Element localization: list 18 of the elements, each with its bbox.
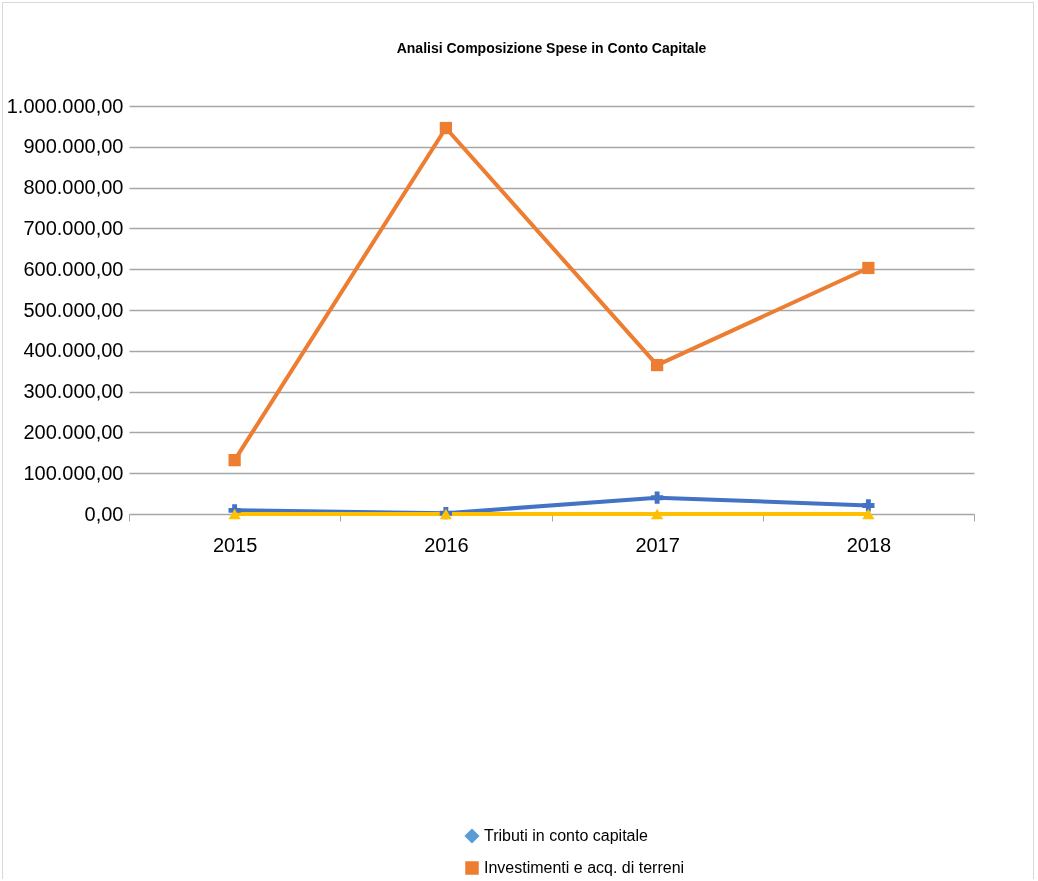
x-tick-label: 2015 xyxy=(212,533,258,556)
legend-label: Tributi in conto capitale xyxy=(484,827,649,844)
y-tick-label: 500.000,00 xyxy=(23,298,124,321)
chart-title: Analisi Composizione Spese in Conto Capitale xyxy=(396,40,707,56)
y-tick-label: 100.000,00 xyxy=(23,461,124,484)
y-tick-label: 300.000,00 xyxy=(23,380,124,403)
y-tick-label: 1.000.000,00 xyxy=(6,94,124,117)
x-tick-label: 2018 xyxy=(846,533,892,556)
y-tick-label: 200.000,00 xyxy=(23,420,124,443)
y-tick-label: 800.000,00 xyxy=(23,176,124,199)
y-tick-label: 400.000,00 xyxy=(23,339,124,362)
x-tick-label: 2016 xyxy=(424,533,469,556)
x-tick-label: 2017 xyxy=(635,533,680,556)
legend-label: Investimenti e acq. di terreni xyxy=(484,859,685,876)
y-tick-label: 900.000,00 xyxy=(23,135,124,158)
y-tick-label: 0,00 xyxy=(84,502,124,525)
y-tick-label: 700.000,00 xyxy=(23,216,124,239)
y-tick-label: 600.000,00 xyxy=(23,257,124,280)
